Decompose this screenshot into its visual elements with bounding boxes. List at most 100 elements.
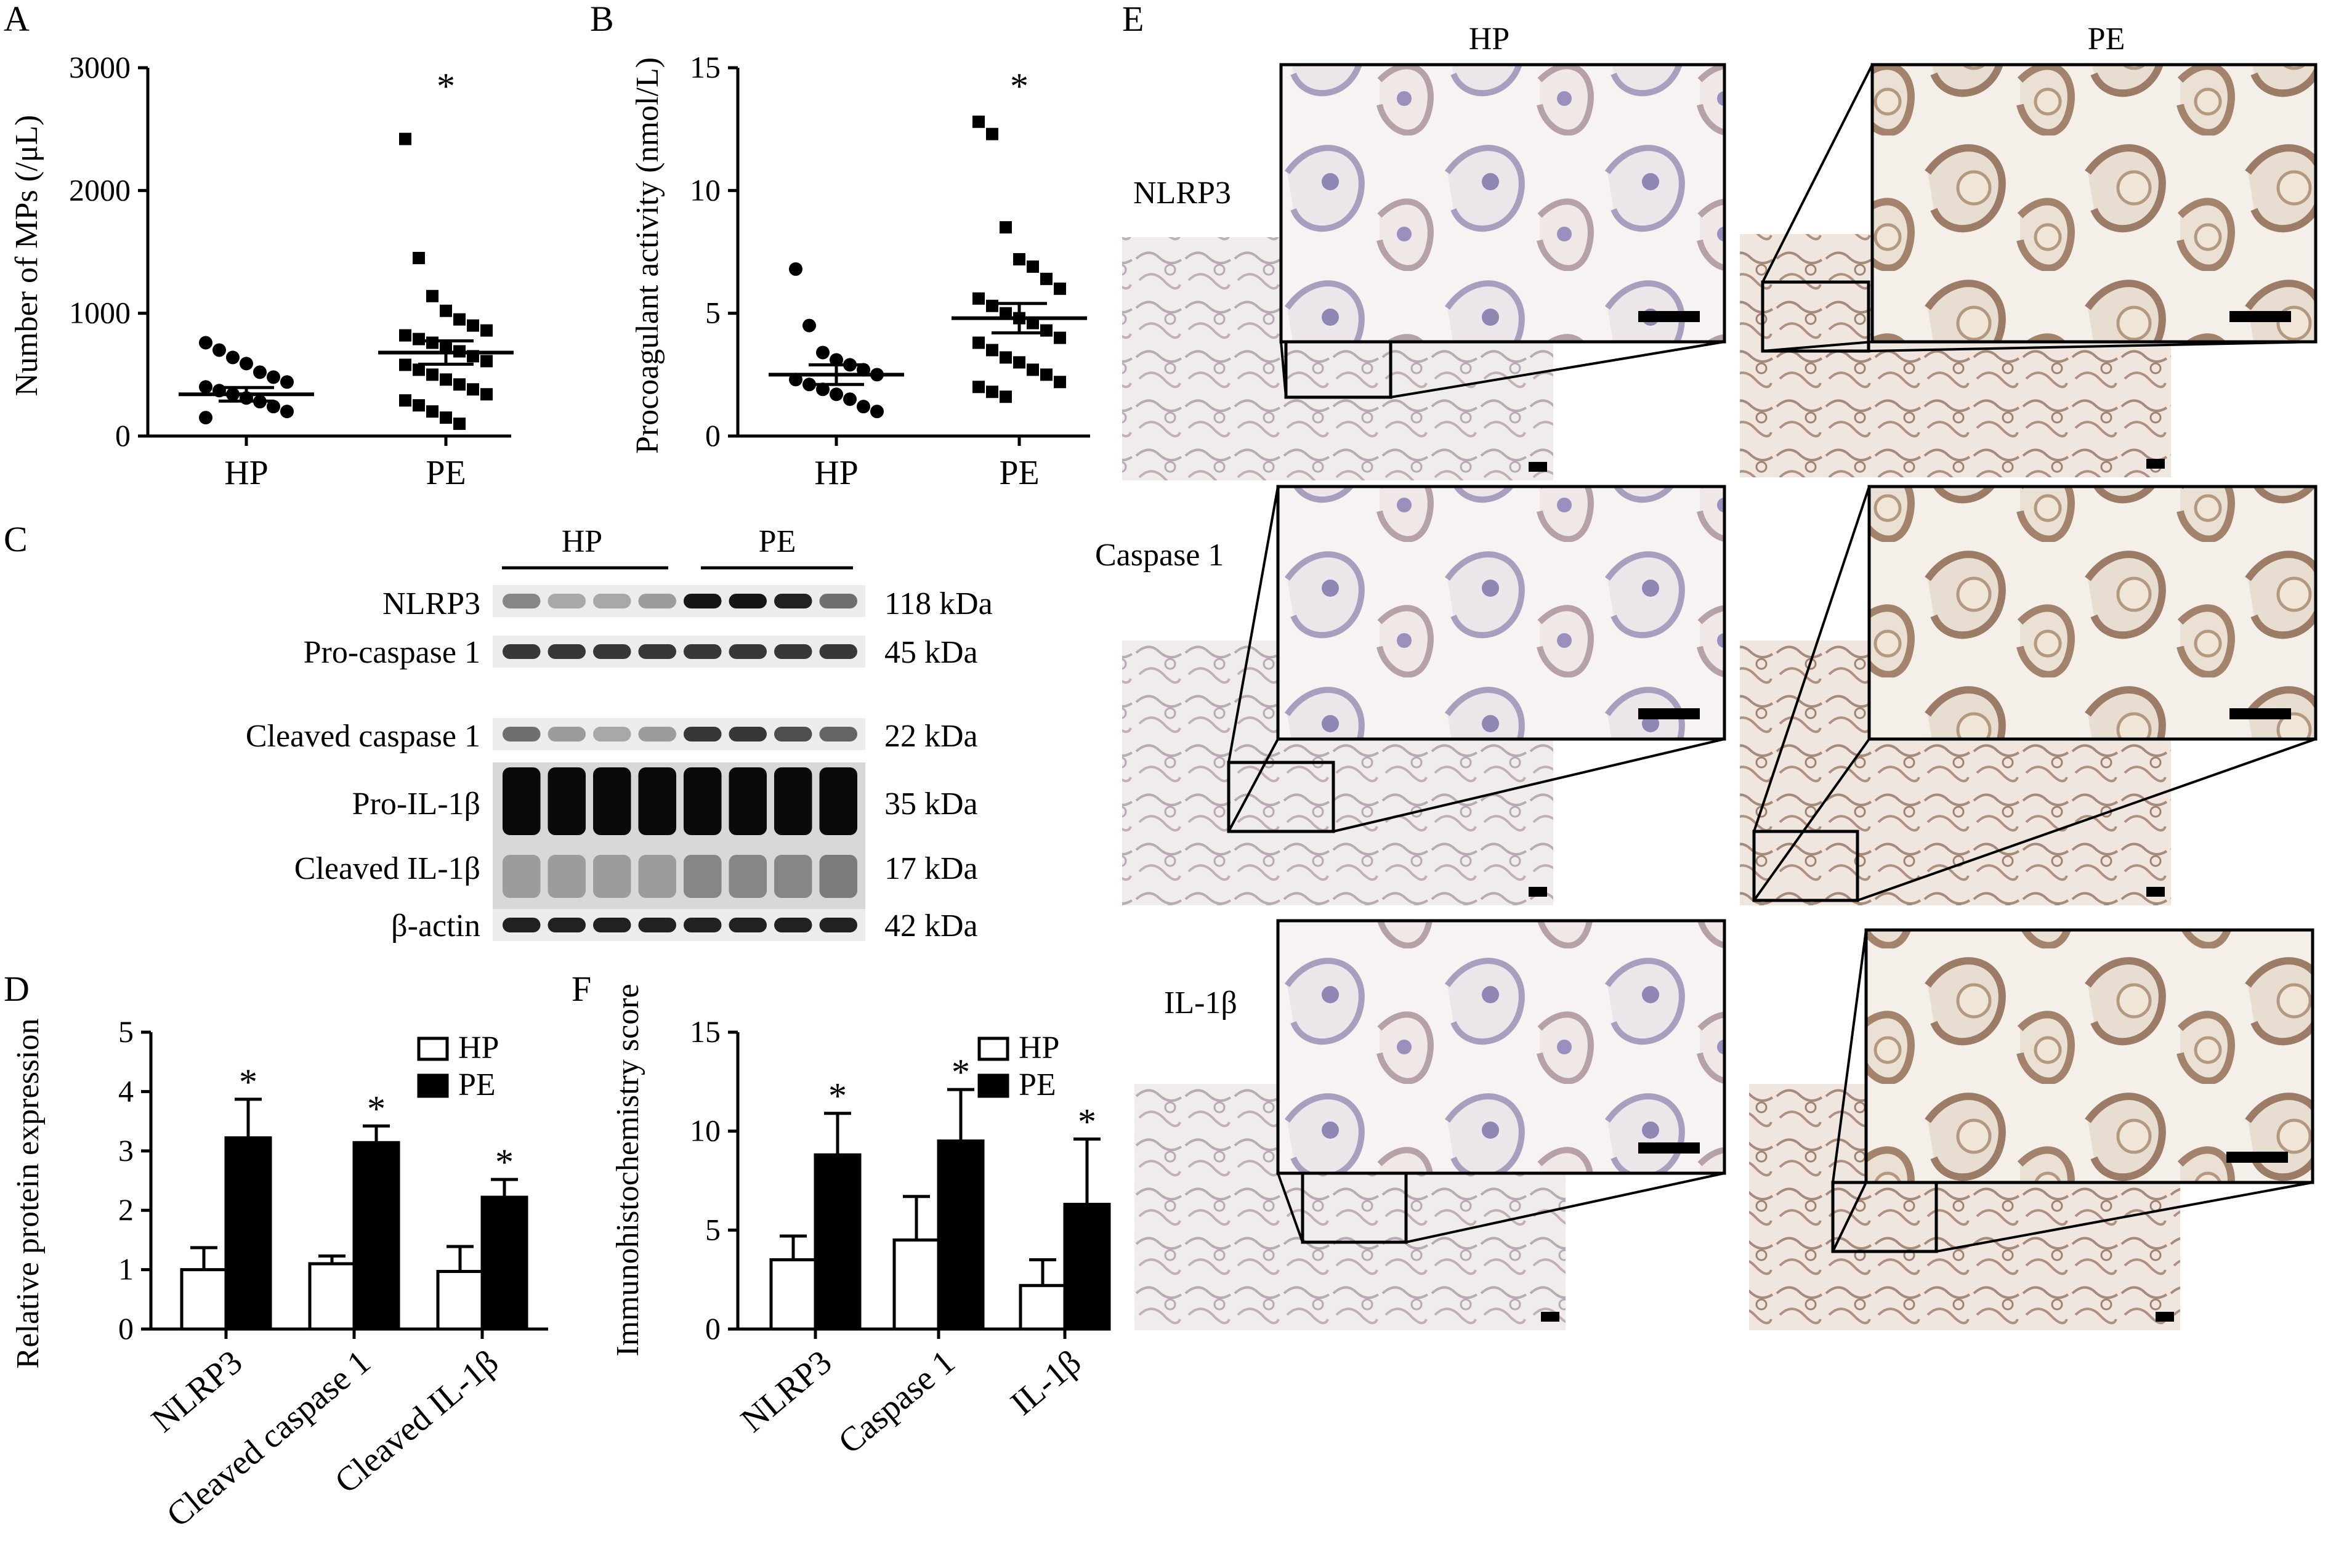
panel-f: F Immunohistochemistry score 0 5 10 15 * NLR… (572, 969, 1111, 1461)
ihc-zoom-image (1867, 485, 2318, 741)
zoom-connector (1832, 1182, 1867, 1252)
bar (892, 1238, 940, 1331)
y-tick-label: 4 (118, 1073, 134, 1108)
y-tick-label: 2000 (69, 172, 131, 207)
blot-band (819, 855, 857, 898)
blot-band (548, 594, 586, 608)
y-tick-label: 0 (115, 418, 131, 453)
ihc-zoom-image (1276, 485, 1726, 741)
zoom-connector (1405, 1172, 1725, 1243)
legend-label: HP (1019, 1030, 1059, 1065)
legend-swatch (977, 1037, 1009, 1061)
blot-size-label: 42 kDa (884, 908, 978, 944)
marks-b: HP PE * (769, 66, 1087, 492)
data-point (1013, 356, 1025, 369)
data-point (426, 336, 439, 349)
zoom-connector (1832, 929, 1867, 1183)
blot-band (548, 855, 586, 898)
y-tick-label: 15 (690, 1014, 721, 1049)
blot-band (729, 594, 767, 608)
data-point (440, 304, 452, 317)
bar (769, 1258, 817, 1331)
y-tick-label: 2 (118, 1192, 134, 1227)
blot-band (638, 918, 676, 932)
data-point (453, 378, 466, 391)
blot-band (638, 644, 676, 659)
ihc-zoom-image (1870, 63, 2318, 344)
data-point (267, 400, 280, 414)
data-point (467, 383, 479, 396)
blot-band (503, 855, 541, 898)
y-tick-label: 1000 (69, 296, 131, 330)
scale-bar (1529, 462, 1547, 472)
blot-band (638, 727, 676, 742)
blot-band (638, 767, 676, 835)
ihc-column-hp: HP (1469, 22, 1510, 57)
blot-band (774, 767, 812, 835)
data-point (986, 127, 998, 140)
data-point (816, 346, 830, 360)
data-point (1040, 368, 1053, 381)
blot-band (729, 644, 767, 659)
ihc-row-nlrp3: NLRP3 (1133, 176, 1231, 211)
y-tick-label: 1 (118, 1252, 134, 1287)
x-tick-label: NLRP3 (734, 1343, 839, 1440)
ihc-column-pe: PE (2088, 22, 2125, 57)
data-point (1040, 272, 1053, 285)
blot-protein-label: NLRP3 (382, 586, 480, 621)
blot-band (593, 855, 631, 898)
blot-band (729, 767, 767, 835)
data-point (480, 324, 493, 337)
blot-band (548, 767, 586, 835)
data-point (399, 132, 411, 145)
panel-c: C HP PE NLRP3 118 kDa Pro-caspase 1 45 kDa C… (4, 519, 993, 944)
blot-band (503, 767, 541, 835)
ihc-region-box (1227, 761, 1335, 833)
blot-size-label: 22 kDa (884, 719, 978, 754)
blot-size-label: 17 kDa (884, 851, 978, 886)
ylabel-d: Relative protein expression (10, 1019, 46, 1369)
ihc-zoom-image (1864, 928, 2314, 1184)
blot-protein-label: Cleaved IL-1β (294, 851, 480, 886)
data-point (240, 357, 253, 371)
data-point (453, 313, 466, 326)
ylabel-a: Number of MPs (/μL) (9, 115, 44, 397)
y-tick-label: 10 (690, 172, 721, 207)
y-tick-label: 10 (690, 1113, 721, 1148)
zoom-connector (1753, 486, 1870, 832)
zoom-connector (1227, 738, 1279, 832)
data-point (399, 394, 411, 407)
data-point (413, 333, 425, 346)
blot-band (503, 644, 541, 659)
blot-band (774, 644, 812, 659)
ihc-region-box (1761, 280, 1870, 353)
legend-swatch (417, 1037, 449, 1061)
bar (308, 1262, 356, 1331)
ihc-region-box (1752, 830, 1859, 902)
data-point (267, 370, 280, 384)
data-point (1000, 221, 1012, 234)
data-point (830, 387, 843, 402)
scale-bar (1529, 887, 1547, 897)
data-point (399, 329, 411, 342)
data-point (199, 380, 212, 394)
data-point (1027, 260, 1039, 273)
blot-band (819, 727, 857, 742)
scale-bar (2146, 887, 2165, 897)
blot-band (503, 918, 541, 932)
panel-label-e: E (1122, 0, 1144, 39)
data-point (1054, 282, 1066, 295)
data-point (413, 363, 425, 376)
data-point (280, 405, 294, 419)
bar (1019, 1283, 1067, 1331)
data-point (1054, 331, 1066, 344)
scale-bar (1638, 708, 1700, 719)
data-point (1013, 253, 1025, 265)
panel-e: E HP PE NLRP3 Caspase 1 IL-1β (1095, 0, 2318, 1330)
data-point (426, 405, 439, 418)
data-point (972, 381, 985, 394)
data-point (440, 373, 452, 386)
panel-label-f: F (572, 969, 591, 1009)
y-tick-label: 0 (705, 418, 721, 453)
data-point (280, 375, 294, 389)
